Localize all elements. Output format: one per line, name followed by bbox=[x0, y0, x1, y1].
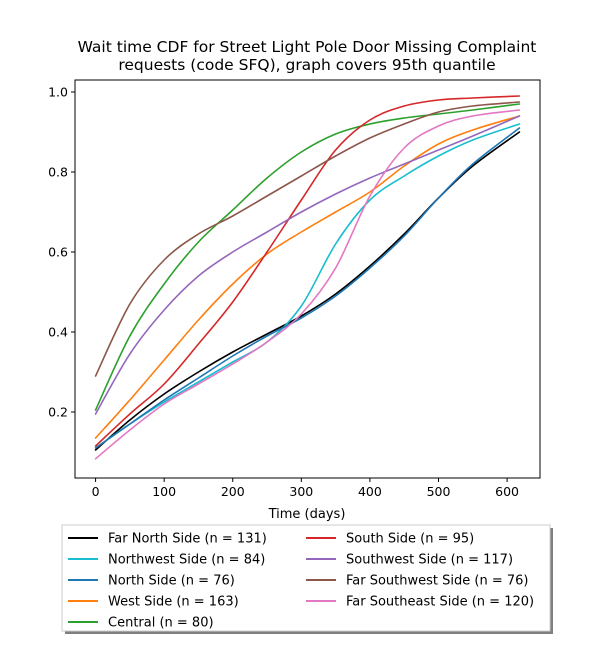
x-tick-label: 0 bbox=[92, 484, 100, 499]
x-tick-label: 400 bbox=[358, 484, 382, 499]
legend-label-1: Northwest Side (n = 84) bbox=[108, 553, 265, 568]
series-line-7 bbox=[94, 101, 521, 377]
legend-label-4: Central (n = 80) bbox=[108, 616, 214, 631]
x-axis: 0 100 200 300 400 500 600 bbox=[92, 478, 519, 499]
y-tick-label: 0.6 bbox=[48, 245, 68, 260]
series-line-8 bbox=[94, 109, 521, 460]
y-tick-label: 0.4 bbox=[48, 325, 68, 340]
chart-title-line-1: Wait time CDF for Street Light Pole Door… bbox=[78, 38, 537, 56]
x-axis-label: Time (days) bbox=[268, 507, 346, 522]
series-line-3 bbox=[94, 115, 521, 439]
legend-label-0: Far North Side (n = 131) bbox=[108, 532, 267, 547]
series-line-4 bbox=[94, 103, 521, 411]
y-tick-label: 0.2 bbox=[48, 405, 68, 420]
legend-label-6: Southwest Side (n = 117) bbox=[346, 553, 513, 568]
legend-label-8: Far Southeast Side (n = 120) bbox=[346, 595, 534, 610]
series-line-5 bbox=[94, 95, 521, 447]
y-tick-label: 1.0 bbox=[48, 85, 68, 100]
x-tick-label: 200 bbox=[221, 484, 245, 499]
x-tick-label: 600 bbox=[495, 484, 519, 499]
series-line-2 bbox=[94, 127, 521, 449]
series-line-6 bbox=[94, 115, 521, 415]
axes-frame bbox=[74, 79, 541, 479]
legend-label-3: West Side (n = 163) bbox=[108, 595, 239, 610]
plot-area bbox=[94, 95, 521, 460]
x-tick-label: 500 bbox=[427, 484, 451, 499]
series-line-1 bbox=[94, 123, 521, 449]
y-tick-label: 0.8 bbox=[48, 165, 68, 180]
legend: Far North Side (n = 131) Northwest Side (… bbox=[61, 524, 553, 634]
legend-label-7: Far Southwest Side (n = 76) bbox=[346, 574, 528, 589]
legend-box bbox=[61, 524, 551, 632]
legend-label-2: North Side (n = 76) bbox=[108, 574, 235, 589]
x-tick-label: 300 bbox=[289, 484, 313, 499]
chart-title-line-2: requests (code SFQ), graph covers 95th q… bbox=[118, 56, 495, 74]
y-axis: 0.2 0.4 0.6 0.8 1.0 bbox=[48, 85, 75, 420]
x-tick-label: 100 bbox=[152, 484, 176, 499]
legend-label-5: South Side (n = 95) bbox=[346, 532, 474, 547]
